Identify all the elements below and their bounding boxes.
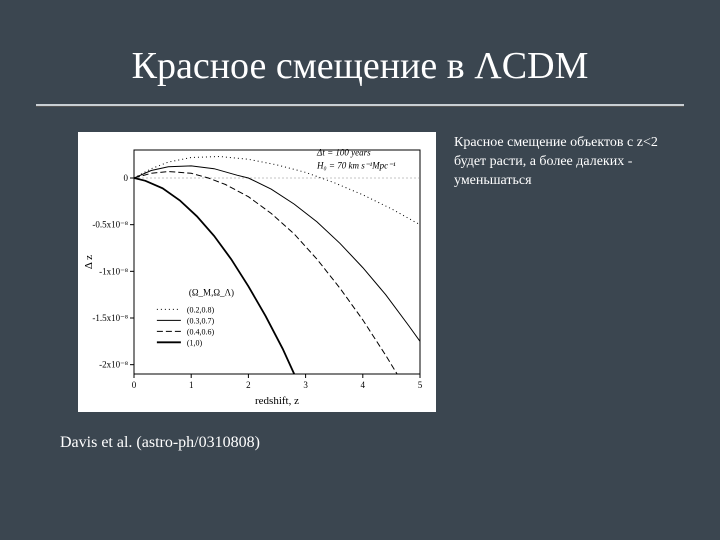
citation: Davis et al. (astro-ph/0310808) [60,434,260,452]
slide: Красное смещение в ΛCDM 0 1 2 3 4 5 redshift, … [0,0,720,540]
svg-text:H₀ = 70 km s⁻¹Mpc⁻¹: H₀ = 70 km s⁻¹Mpc⁻¹ [316,161,396,171]
svg-text:Δ z: Δ z [83,255,95,269]
svg-text:-1.5x10⁻⁸: -1.5x10⁻⁸ [92,313,128,323]
side-description: Красное смещение объектов с z<2 будет ра… [454,134,684,191]
title-underline [36,104,684,106]
svg-text:0: 0 [132,380,137,390]
svg-text:3: 3 [303,380,308,390]
svg-text:-2x10⁻⁸: -2x10⁻⁸ [99,360,128,370]
svg-text:5: 5 [418,380,423,390]
svg-text:redshift, z: redshift, z [255,395,299,407]
svg-text:Δt = 100 years: Δt = 100 years [316,148,371,158]
page-title: Красное смещение в ΛCDM [0,44,720,88]
svg-text:4: 4 [361,380,366,390]
svg-text:0: 0 [124,173,129,183]
redshift-chart: 0 1 2 3 4 5 redshift, z 0 -0.5x10⁻⁸ -1x10⁻⁸ -1.5x1… [78,132,436,412]
svg-text:-1x10⁻⁸: -1x10⁻⁸ [99,266,128,276]
svg-text:1: 1 [189,380,194,390]
svg-text:2: 2 [246,380,251,390]
svg-text:(1,0): (1,0) [187,338,203,347]
svg-text:(Ω_M,Ω_Λ): (Ω_M,Ω_Λ) [189,287,234,297]
chart-svg: 0 1 2 3 4 5 redshift, z 0 -0.5x10⁻⁸ -1x10⁻⁸ -1.5x1… [78,132,436,412]
svg-text:(0.2,0.8): (0.2,0.8) [187,305,215,314]
svg-text:-0.5x10⁻⁸: -0.5x10⁻⁸ [92,220,128,230]
svg-text:(0.4,0.6): (0.4,0.6) [187,327,215,336]
svg-text:(0.3,0.7): (0.3,0.7) [187,316,215,325]
